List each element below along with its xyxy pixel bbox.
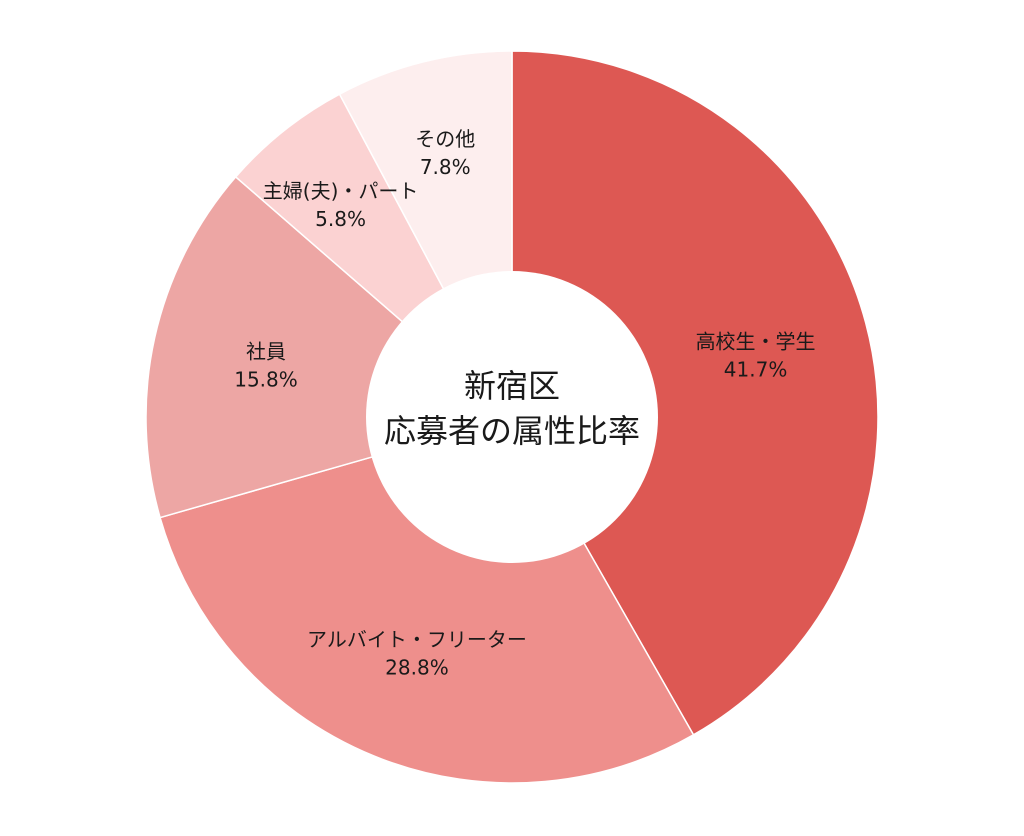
slice-label-1: アルバイト・フリーター (307, 627, 527, 651)
center-title-line-2: 応募者の属性比率 (384, 412, 640, 450)
slice-labels-group: 高校生・学生 41.7% アルバイト・フリーター 28.8% 社員 15.8% 主婦(夫)・… (234, 127, 815, 679)
slice-value-4: 7.8% (420, 155, 471, 179)
slice-value-1: 28.8% (385, 655, 449, 679)
slice-value-2: 15.8% (234, 367, 298, 391)
slice-label-2: 社員 (246, 339, 286, 363)
center-title-line-1: 新宿区 (464, 367, 560, 405)
slice-label-0: 高校生・学生 (696, 329, 816, 353)
slice-label-3: 主婦(夫)・パート (263, 179, 419, 203)
slice-value-0: 41.7% (724, 357, 788, 381)
slice-label-4: その他 (415, 127, 475, 151)
slice-value-3: 5.8% (315, 207, 366, 231)
donut-hole (366, 271, 658, 563)
pie-slice-0 (511, 50, 879, 736)
